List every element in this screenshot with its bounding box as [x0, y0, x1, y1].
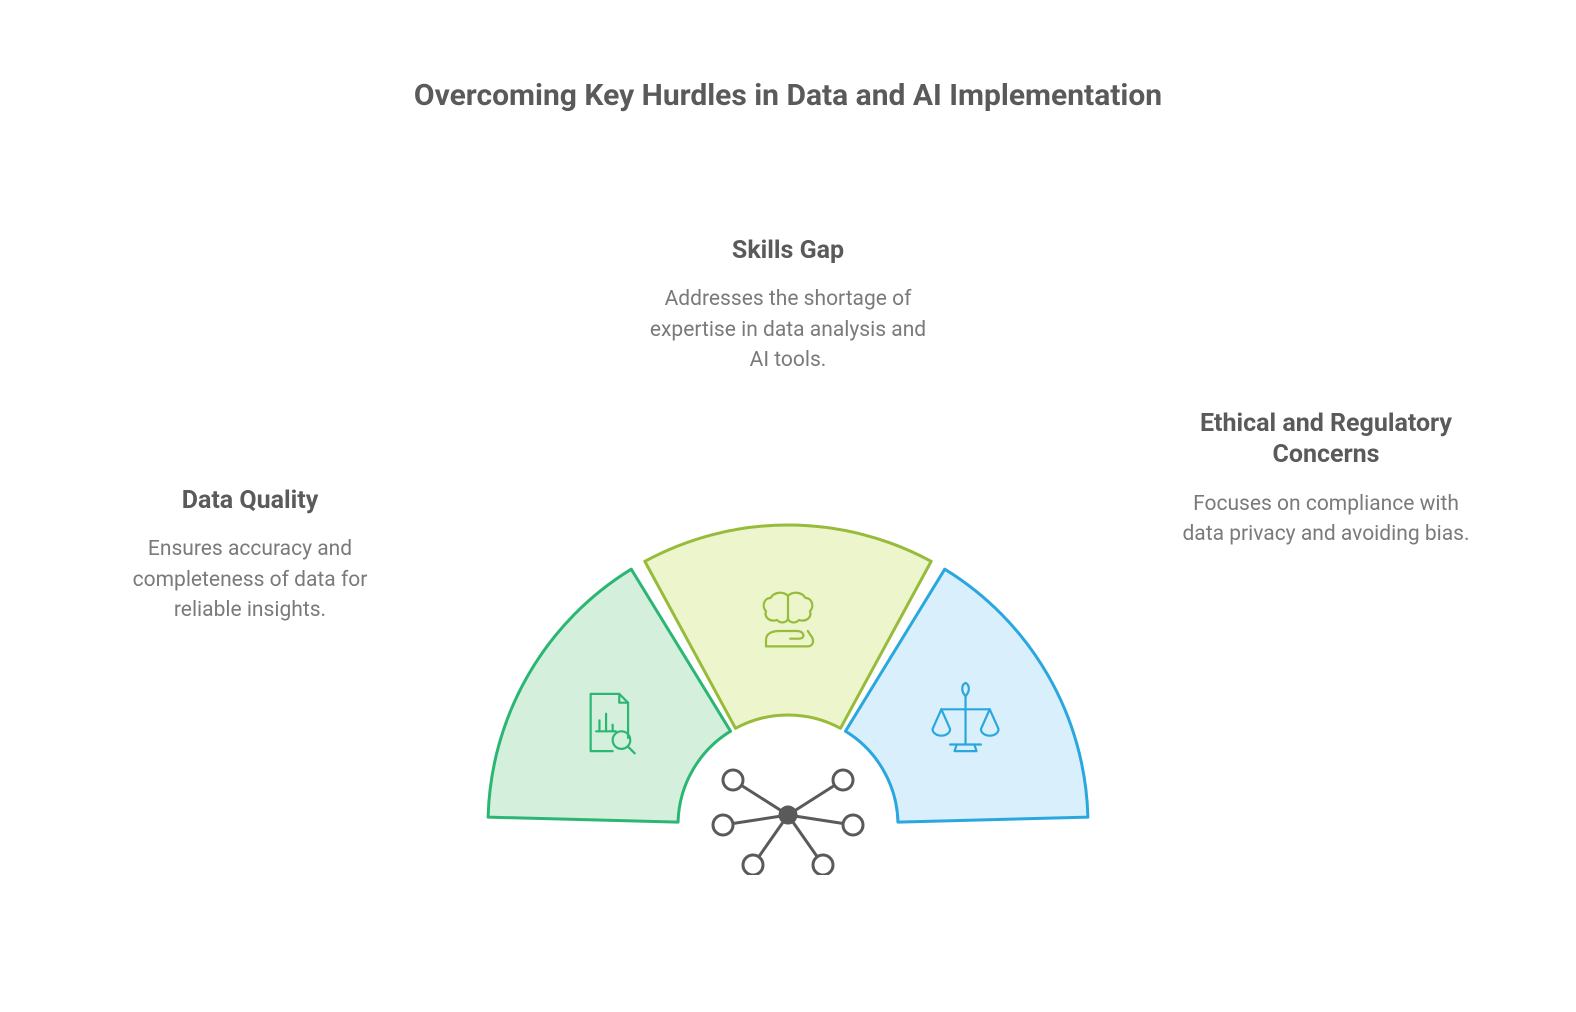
- network-nodes-icon: [713, 770, 863, 875]
- main-title: Overcoming Key Hurdles in Data and AI Im…: [414, 78, 1162, 113]
- segment-label-ethical: Ethical and Regulatory Concerns Focuses …: [1176, 408, 1476, 549]
- diagram-svg: [438, 475, 1138, 875]
- segment-description: Addresses the shortage of expertise in d…: [638, 284, 938, 375]
- segment-title: Ethical and Regulatory Concerns: [1176, 408, 1476, 471]
- segment-label-data-quality: Data Quality Ensures accuracy and comple…: [100, 485, 400, 626]
- segment-title: Data Quality: [100, 485, 400, 516]
- segment-description: Ensures accuracy and completeness of dat…: [100, 534, 400, 625]
- semi-circle-diagram: [438, 475, 1138, 875]
- segment-title: Skills Gap: [638, 235, 938, 266]
- segment-label-skills-gap: Skills Gap Addresses the shortage of exp…: [638, 235, 938, 376]
- segment-description: Focuses on compliance with data privacy …: [1176, 489, 1476, 550]
